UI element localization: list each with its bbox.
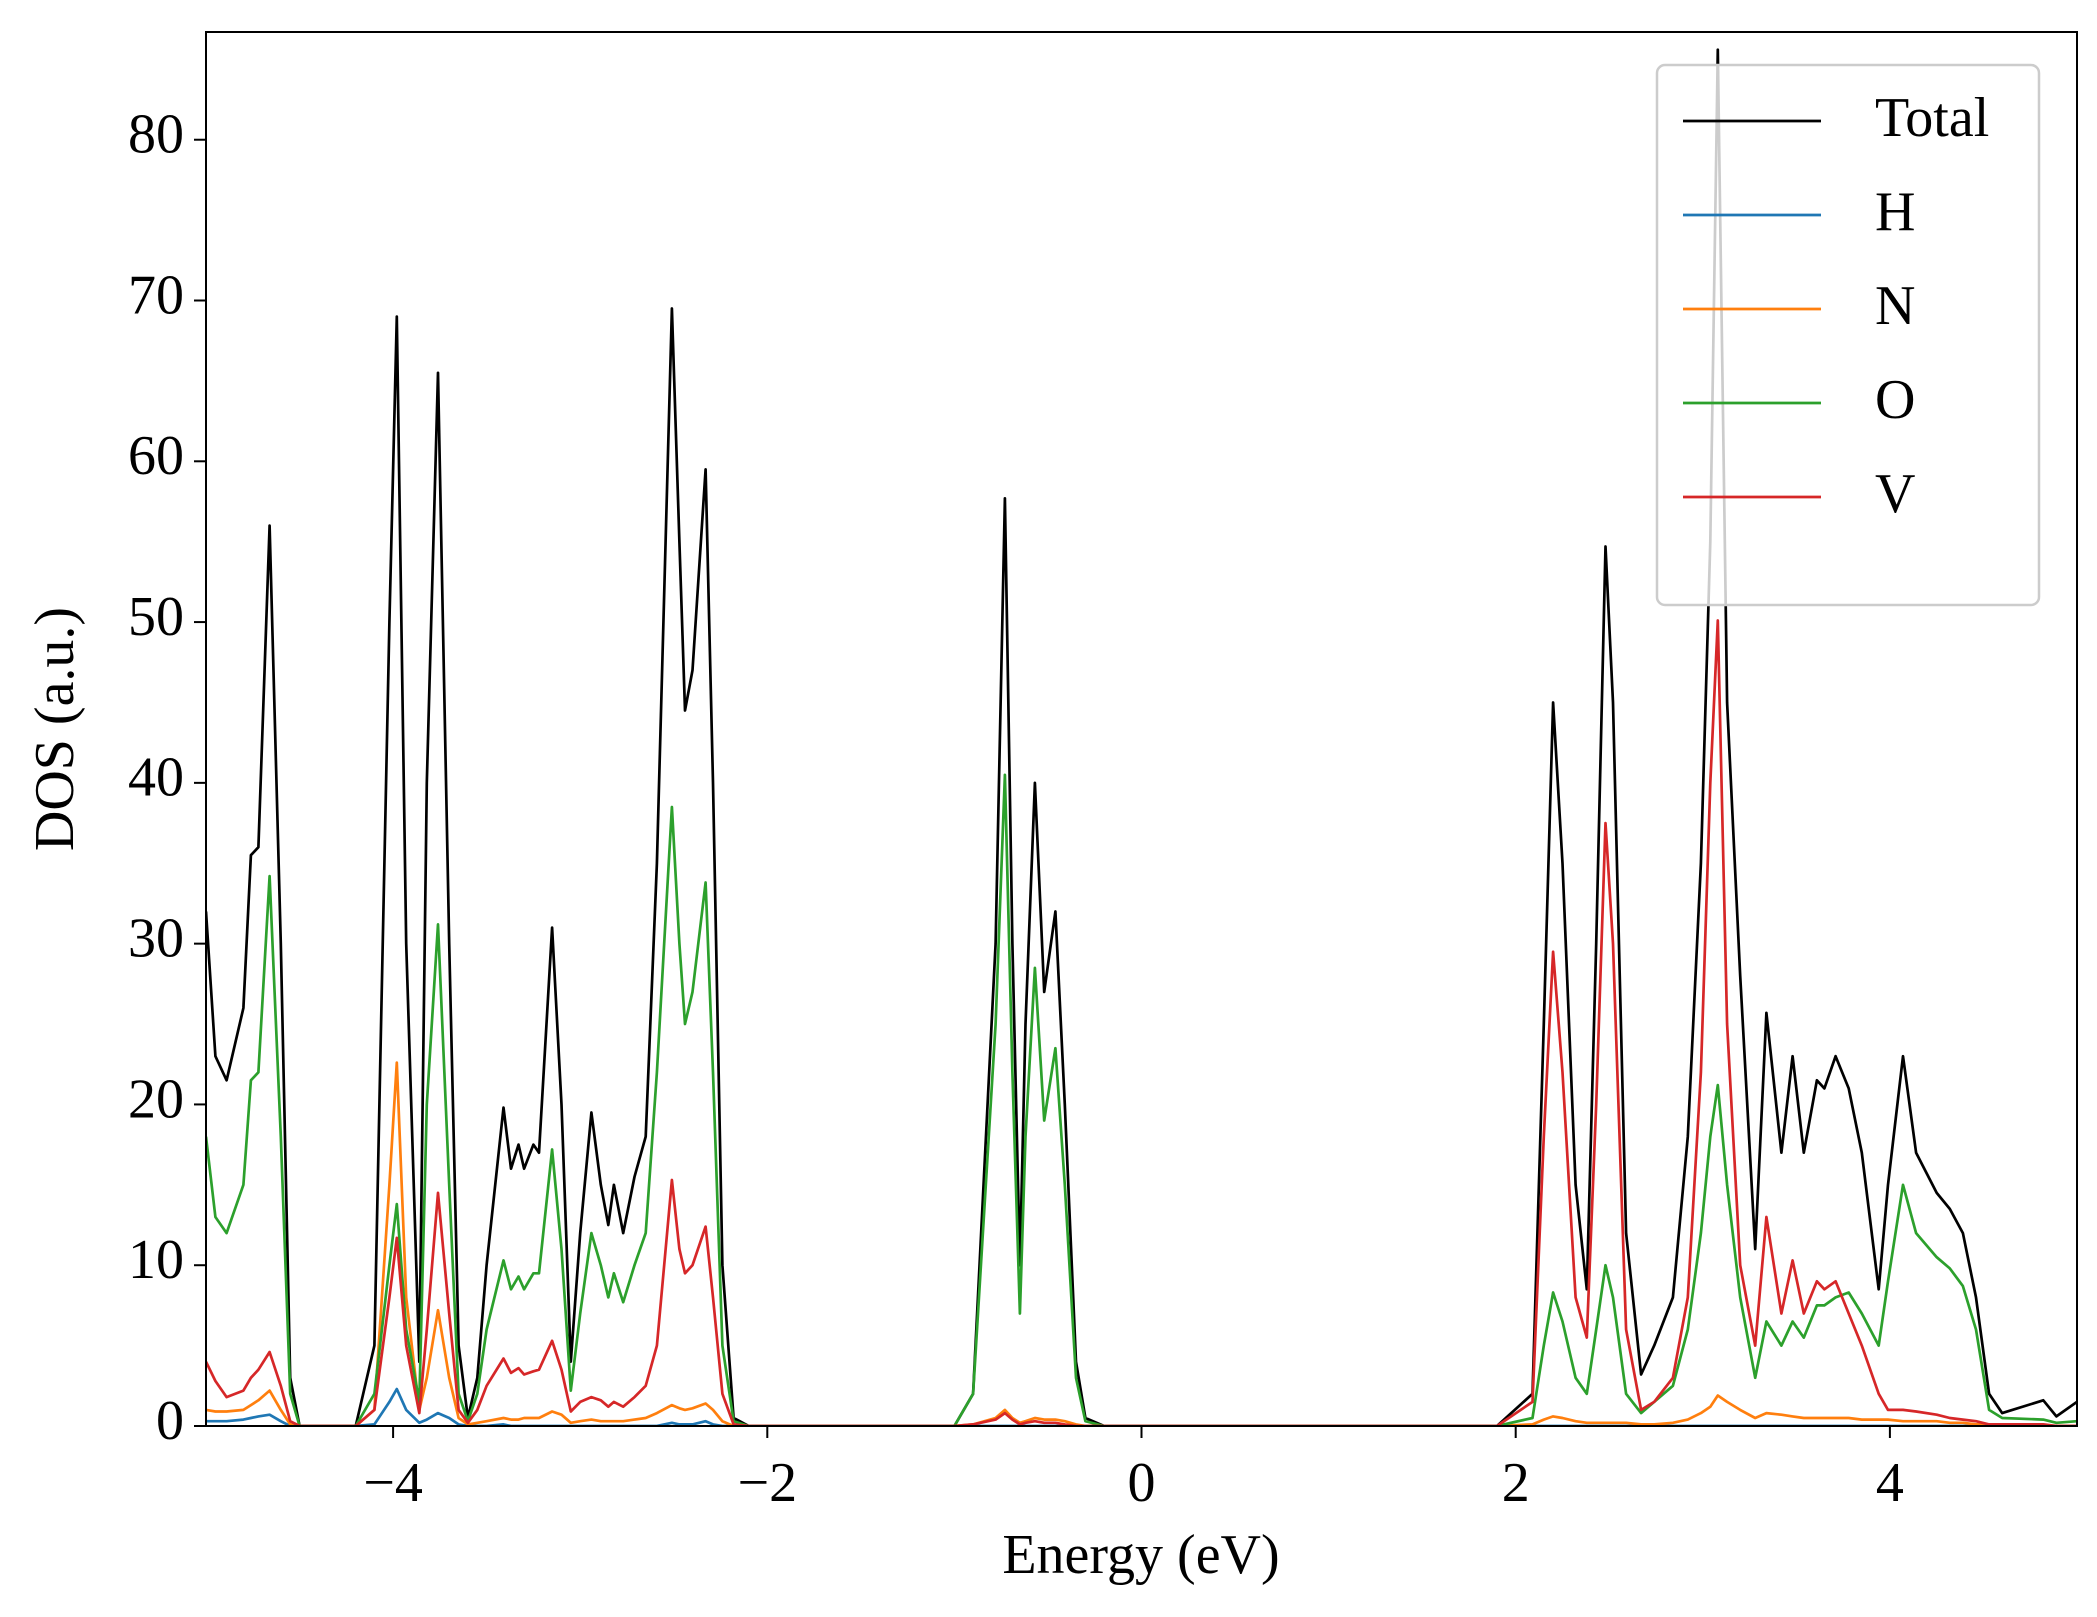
series-line <box>206 1061 2077 1426</box>
legend-label: V <box>1875 463 1915 525</box>
y-tick-label: 60 <box>128 425 184 487</box>
x-tick-label: 4 <box>1876 1452 1904 1514</box>
series-line <box>206 619 2077 1426</box>
x-tick-label: −4 <box>363 1452 423 1514</box>
legend-label: Total <box>1875 87 1989 149</box>
y-tick-label: 40 <box>128 747 184 809</box>
y-tick-label: 0 <box>156 1390 184 1452</box>
series-line <box>206 773 2077 1426</box>
legend-label: H <box>1875 181 1915 243</box>
series-line <box>206 48 2077 1426</box>
y-tick-label: 80 <box>128 104 184 166</box>
y-tick-label: 70 <box>128 264 184 326</box>
x-tick-label: −2 <box>738 1452 798 1514</box>
y-tick-label: 30 <box>128 907 184 969</box>
series-line <box>206 1387 2077 1426</box>
y-tick-label: 20 <box>128 1068 184 1130</box>
plot-frame <box>205 31 2078 1427</box>
x-tick-label: 2 <box>1502 1452 1530 1514</box>
y-tick-label: 10 <box>128 1229 184 1291</box>
legend-label: N <box>1875 275 1915 337</box>
y-axis-label: DOS (a.u.) <box>24 607 86 851</box>
legend-frame <box>1655 63 2041 607</box>
x-tick-label: 0 <box>1128 1452 1156 1514</box>
x-axis-label: Energy (eV) <box>1002 1524 1279 1586</box>
y-tick-label: 50 <box>128 586 184 648</box>
legend-label: O <box>1875 369 1915 431</box>
